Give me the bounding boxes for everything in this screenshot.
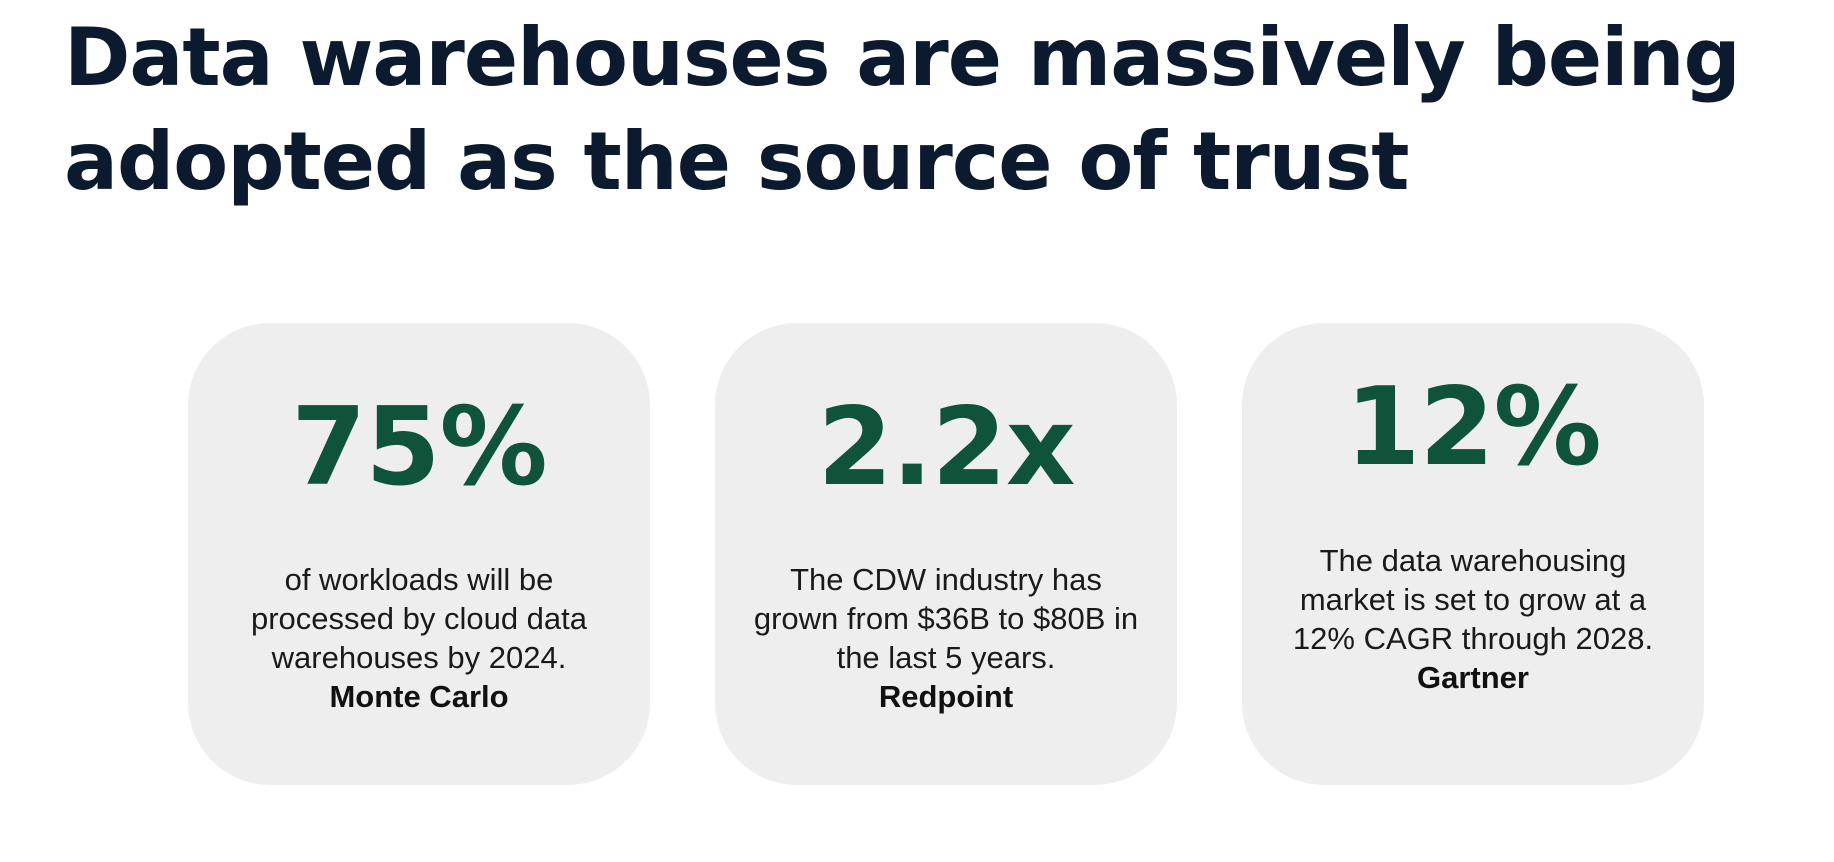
stat-description: The data warehousing market is set to gr… [1292,543,1654,656]
stat-source: Monte Carlo [329,679,509,714]
stat-description-block: The data warehousing market is set to gr… [1278,541,1668,697]
slide-title: Data warehouses are massively being adop… [64,11,1741,208]
stat-value: 75% [291,385,548,510]
stat-card-redpoint: 2.2x The CDW industry has grown from $36… [715,323,1177,785]
stat-value: 2.2x [817,385,1076,510]
stat-card-gartner: 12% The data warehousing market is set t… [1242,323,1704,785]
stat-description: The CDW industry has grown from $36B to … [753,562,1139,675]
stat-source: Gartner [1417,660,1529,695]
stat-card-monte-carlo: 75% of workloads will be processed by cl… [188,323,650,785]
stat-description-block: of workloads will be processed by cloud … [224,560,614,716]
stat-source: Redpoint [878,679,1014,714]
stat-description: of workloads will be processed by cloud … [250,562,588,675]
stat-value: 12% [1345,365,1602,490]
stat-description-block: The CDW industry has grown from $36B to … [751,560,1141,716]
